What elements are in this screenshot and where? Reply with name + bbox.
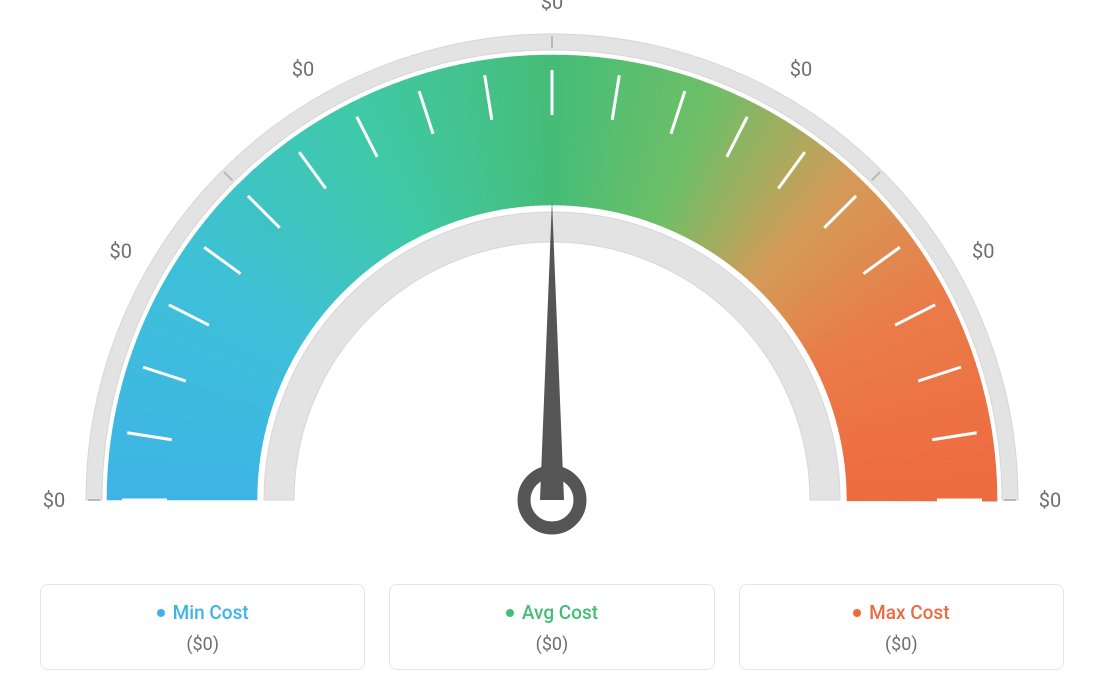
legend-title-min-text: Min Cost — [173, 601, 249, 624]
gauge-tick-label: $0 — [972, 239, 994, 263]
gauge-tick-label: $0 — [541, 0, 563, 14]
gauge-tick-label: $0 — [109, 239, 131, 263]
dot-icon — [506, 609, 514, 617]
legend-value-max: ($0) — [750, 634, 1053, 655]
gauge-svg — [0, 0, 1104, 560]
legend-title-avg-text: Avg Cost — [522, 601, 598, 624]
legend-value-avg: ($0) — [400, 634, 703, 655]
needle — [540, 200, 564, 500]
legend-row: Min Cost ($0) Avg Cost ($0) Max Cost ($0… — [40, 584, 1064, 670]
legend-card-max: Max Cost ($0) — [739, 584, 1064, 670]
legend-title-max-text: Max Cost — [869, 601, 949, 624]
gauge-tick-label: $0 — [292, 57, 314, 81]
legend-value-min: ($0) — [51, 634, 354, 655]
legend-card-min: Min Cost ($0) — [40, 584, 365, 670]
cost-gauge: $0 $0 $0 $0 $0 $0 $0 — [0, 0, 1104, 560]
gauge-tick-label: $0 — [43, 488, 65, 512]
dot-icon — [157, 609, 165, 617]
legend-title-max: Max Cost — [853, 601, 949, 624]
legend-title-avg: Avg Cost — [506, 601, 598, 624]
legend-card-avg: Avg Cost ($0) — [389, 584, 714, 670]
dot-icon — [853, 609, 861, 617]
legend-title-min: Min Cost — [157, 601, 249, 624]
gauge-tick-label: $0 — [790, 57, 812, 81]
gauge-tick-label: $0 — [1039, 488, 1061, 512]
